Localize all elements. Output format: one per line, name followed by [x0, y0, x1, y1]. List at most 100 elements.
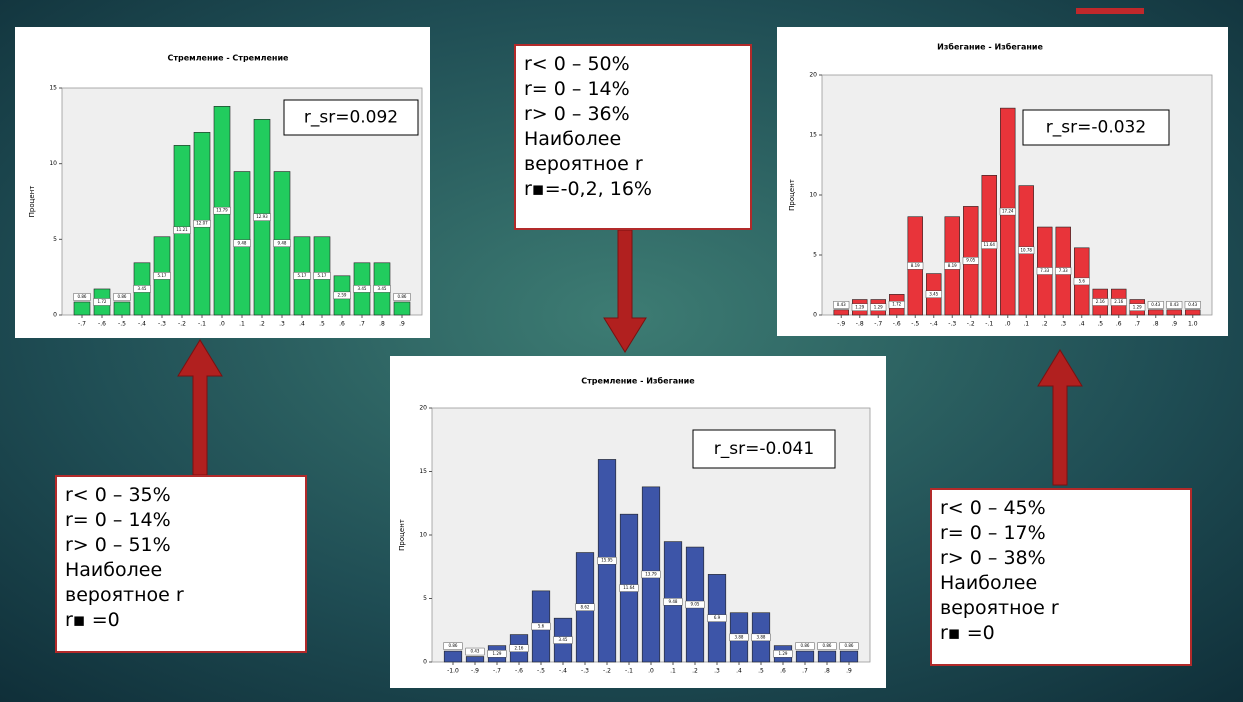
x-tick-label: .5	[319, 321, 325, 328]
x-tick-label: .2	[692, 668, 698, 675]
text-line: r< 0 – 50%	[524, 53, 630, 75]
value-label-bg	[293, 272, 311, 280]
x-tick-label: .3	[714, 668, 720, 675]
value-label-bg	[663, 598, 683, 606]
value-label: 7.33	[1040, 268, 1049, 273]
y-tick-label: 0	[423, 659, 427, 666]
value-label: 2.16	[1114, 299, 1123, 304]
x-tick-label: -.4	[930, 321, 938, 328]
value-label-bg	[1018, 246, 1035, 255]
x-tick-label: -.5	[537, 668, 545, 675]
value-label-bg	[944, 262, 961, 270]
chart-title: Стремление - Стремление	[168, 54, 290, 63]
value-label-bg	[795, 642, 815, 650]
value-label: 3.45	[929, 291, 938, 296]
text-line: вероятное r	[65, 584, 184, 606]
y-tick-label: 10	[809, 192, 817, 199]
value-label: 5.17	[298, 273, 307, 278]
x-tick-label: -.3	[158, 321, 166, 328]
value-label-bg	[685, 600, 705, 609]
x-tick-label: .6	[339, 321, 345, 328]
value-label: 12.07	[196, 221, 208, 226]
x-tick-label: .5	[1097, 321, 1103, 328]
y-tick-label: 5	[53, 236, 57, 243]
text-line: Наиболее	[65, 559, 163, 581]
value-label: 3.88	[735, 634, 744, 639]
value-label: 1.29	[874, 304, 883, 309]
annotation: r_sr=-0.041	[714, 439, 814, 459]
x-tick-label: -.7	[493, 668, 501, 675]
bar	[817, 650, 837, 663]
text-line: r= 0 – 17%	[940, 522, 1046, 544]
bar	[443, 650, 463, 663]
bar	[795, 650, 815, 663]
value-label-bg	[1036, 267, 1053, 275]
x-tick-label: -.7	[78, 321, 86, 328]
value-label: 9.05	[691, 602, 700, 607]
annotation-box	[692, 429, 836, 469]
value-label: 7.33	[1059, 268, 1068, 273]
x-tick-label: -.5	[118, 321, 126, 328]
value-label-bg	[253, 213, 271, 221]
value-label-bg	[575, 603, 595, 611]
value-label: 0.86	[845, 643, 854, 648]
value-label: 0.86	[118, 294, 127, 299]
value-label-bg	[133, 285, 151, 293]
x-tick-label: .0	[219, 321, 225, 328]
bar	[113, 301, 131, 316]
bar	[465, 656, 485, 663]
value-label-bg	[1184, 301, 1201, 309]
x-tick-label: -.9	[837, 321, 845, 328]
x-tick-label: -.7	[874, 321, 882, 328]
text-line: r= 0 – 14%	[65, 509, 171, 531]
x-tick-label: -.6	[515, 668, 523, 675]
x-tick-label: .6	[780, 668, 786, 675]
value-label-bg	[333, 291, 351, 300]
value-label-bg	[531, 622, 551, 631]
x-tick-label: -.4	[138, 321, 146, 328]
value-label: 0.43	[1170, 302, 1179, 307]
value-label-bg	[353, 285, 371, 293]
y-tick-label: 15	[809, 132, 817, 139]
text-line: r▪ =0	[65, 609, 120, 631]
value-label: 1.29	[493, 651, 502, 656]
bar	[73, 301, 91, 316]
y-axis-label: Процент	[398, 519, 406, 551]
value-label: 3.45	[358, 286, 367, 291]
value-label-bg	[839, 642, 859, 650]
annotation-box	[1022, 109, 1170, 146]
value-label-bg	[1166, 301, 1183, 309]
arrow-down	[603, 229, 647, 353]
chart: Стремление - Стремление Процент 0 5 10 15 -.7 0…	[15, 27, 430, 338]
y-tick-label: 20	[809, 72, 817, 79]
value-label-bg	[313, 272, 331, 280]
value-label-bg	[465, 647, 485, 656]
value-label-bg	[1073, 277, 1090, 286]
x-tick-label: .1	[239, 321, 245, 328]
x-tick-label: .4	[299, 321, 305, 328]
value-label: 13.79	[645, 571, 657, 576]
value-label: 2.16	[1096, 299, 1105, 304]
value-label-bg	[373, 285, 391, 293]
value-label: 9.48	[278, 240, 287, 245]
x-tick-label: -.2	[967, 321, 975, 328]
y-tick-label: 5	[423, 595, 427, 602]
text-line: r> 0 – 36%	[524, 103, 630, 125]
value-label-bg	[999, 207, 1016, 216]
value-label-bg	[729, 633, 749, 642]
value-label-bg	[273, 239, 291, 247]
value-label: 0.86	[398, 294, 407, 299]
text-line: вероятное r	[940, 597, 1059, 619]
x-tick-label: .0	[648, 668, 654, 675]
x-tick-label: -.1	[625, 668, 633, 675]
value-label-bg	[193, 219, 211, 228]
x-tick-label: .3	[1060, 321, 1066, 328]
value-label: 5.17	[158, 273, 167, 278]
value-label-bg	[213, 206, 231, 215]
value-label: 15.95	[601, 558, 613, 563]
x-tick-label: -.6	[893, 321, 901, 328]
bar	[839, 650, 859, 663]
value-label: 0.43	[471, 649, 480, 654]
value-label: 9.48	[669, 599, 678, 604]
x-tick-label: -.5	[911, 321, 919, 328]
